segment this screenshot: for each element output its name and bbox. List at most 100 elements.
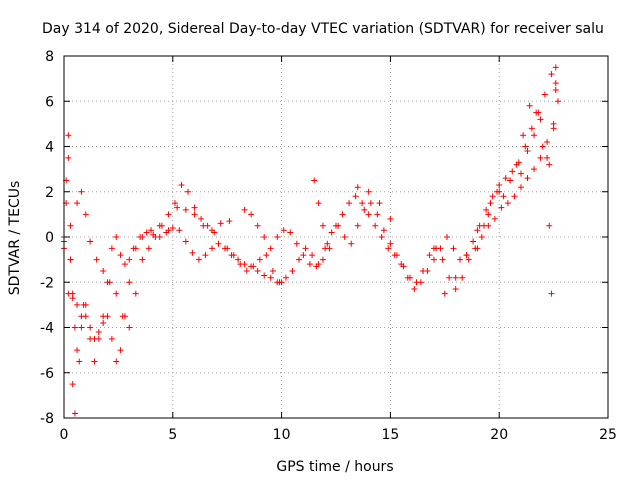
x-tick-label: 5: [168, 427, 177, 443]
data-point: [537, 154, 544, 161]
data-point: [365, 188, 372, 195]
data-point: [552, 80, 559, 87]
data-point: [339, 211, 346, 218]
data-point: [319, 222, 326, 229]
data-point: [113, 290, 120, 297]
series-track-a: [61, 154, 233, 365]
data-point: [224, 245, 231, 252]
data-point: [544, 154, 551, 161]
y-tick-label: -6: [40, 366, 54, 382]
data-point: [302, 245, 309, 252]
y-tick-label: -4: [40, 321, 54, 337]
data-point: [474, 245, 481, 252]
data-point: [322, 245, 329, 252]
data-point: [74, 301, 81, 308]
data-point: [137, 234, 144, 240]
data-point: [311, 177, 318, 184]
data-point: [361, 206, 368, 213]
data-point: [282, 274, 289, 281]
data-point: [554, 98, 561, 105]
data-point: [502, 175, 509, 182]
grid-lines: [64, 56, 608, 418]
data-point: [185, 188, 192, 195]
data-point: [198, 215, 205, 222]
data-point: [552, 64, 559, 71]
data-point: [126, 324, 133, 331]
data-point: [215, 240, 222, 247]
data-point: [171, 200, 178, 207]
y-tick-labels: -8 -6 -4 -2 0 2 4 6 8: [40, 49, 54, 427]
chart-title: Day 314 of 2020, Sidereal Day-to-day VTE…: [42, 21, 604, 37]
data-point: [280, 227, 287, 234]
data-point: [533, 109, 540, 116]
data-point: [378, 234, 385, 240]
data-point: [108, 245, 115, 252]
data-point: [485, 211, 492, 218]
data-point: [315, 261, 322, 268]
data-point: [69, 381, 76, 388]
data-point: [478, 234, 485, 240]
series-track-g: [311, 86, 561, 297]
data-point: [78, 188, 85, 195]
data-point: [498, 204, 505, 211]
x-tick-label: 25: [599, 427, 617, 443]
data-point: [91, 335, 98, 342]
x-tick-labels: 0 5 10 15 20 25: [60, 427, 617, 443]
x-axis-label: GPS time / hours: [276, 459, 393, 475]
data-point: [67, 222, 74, 229]
data-point: [211, 229, 218, 236]
data-point: [191, 211, 198, 218]
data-point: [504, 200, 511, 207]
y-tick-label: 8: [45, 49, 54, 65]
data-point: [517, 184, 524, 191]
data-point: [108, 335, 115, 342]
data-point: [65, 154, 72, 161]
data-point: [204, 222, 211, 229]
data-point: [541, 91, 548, 98]
data-point: [93, 256, 100, 263]
data-point: [548, 71, 555, 78]
data-point: [348, 240, 355, 247]
data-point: [328, 229, 335, 236]
data-point: [335, 222, 342, 229]
data-point: [352, 193, 359, 200]
data-point: [365, 211, 372, 218]
data-point: [420, 267, 427, 274]
data-point: [548, 290, 555, 297]
data-point: [380, 227, 387, 234]
data-point: [106, 279, 113, 286]
data-point: [241, 206, 248, 213]
data-point: [74, 200, 81, 207]
y-tick-label: -8: [40, 411, 54, 427]
data-point: [306, 261, 313, 268]
data-point: [69, 295, 76, 302]
data-point: [195, 256, 202, 263]
data-point: [507, 177, 514, 184]
data-point: [95, 329, 102, 336]
data-point: [269, 267, 276, 274]
series-track-h: [474, 80, 559, 252]
x-tick-label: 10: [273, 427, 291, 443]
data-point: [113, 234, 120, 240]
data-point: [267, 245, 274, 252]
axis-ticks: [63, 55, 609, 419]
series-track-f: [224, 120, 557, 293]
data-point: [178, 181, 185, 188]
data-point: [293, 240, 300, 247]
data-point: [470, 238, 477, 245]
data-point: [494, 188, 501, 195]
data-point: [100, 267, 107, 274]
data-point: [113, 358, 120, 365]
data-point: [117, 347, 124, 354]
data-point: [287, 229, 294, 236]
data-point: [65, 132, 72, 139]
data-point: [441, 290, 448, 297]
data-point: [139, 256, 146, 263]
data-point: [132, 290, 139, 297]
data-point: [341, 234, 348, 240]
data-point: [217, 220, 224, 227]
data-point: [87, 324, 94, 331]
data-point: [254, 267, 261, 274]
data-point: [487, 200, 494, 207]
data-point: [457, 256, 464, 263]
